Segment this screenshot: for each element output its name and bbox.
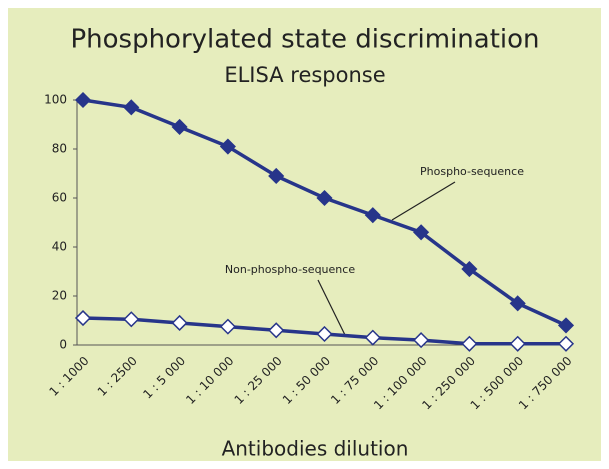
data-point bbox=[171, 314, 188, 332]
y-tick-label: 0 bbox=[59, 338, 67, 352]
y-tick-label: 20 bbox=[52, 289, 67, 303]
data-point bbox=[413, 224, 430, 241]
series-annotation: Phospho-sequence bbox=[420, 165, 524, 178]
chart-subtitle: ELISA response bbox=[224, 63, 385, 87]
data-point bbox=[219, 318, 236, 335]
data-point bbox=[557, 335, 575, 352]
data-point bbox=[461, 335, 478, 352]
data-point bbox=[364, 207, 381, 224]
data-point bbox=[364, 329, 381, 346]
y-tick-label: 100 bbox=[44, 93, 67, 107]
data-point bbox=[509, 295, 526, 312]
chart-background bbox=[8, 8, 601, 461]
data-point bbox=[316, 325, 333, 343]
data-point bbox=[123, 99, 140, 116]
y-tick-label: 60 bbox=[52, 191, 67, 205]
series-annotation: Non-phospho-sequence bbox=[225, 263, 355, 276]
data-point bbox=[509, 335, 526, 352]
data-point bbox=[219, 138, 236, 155]
leader-line bbox=[391, 181, 456, 221]
data-point bbox=[74, 91, 92, 109]
x-axis-label: Antibodies dilution bbox=[222, 437, 409, 461]
y-tick-label: 80 bbox=[52, 142, 67, 156]
data-point bbox=[557, 317, 575, 334]
data-point bbox=[268, 167, 285, 185]
data-point bbox=[74, 309, 92, 327]
y-tick-label: 40 bbox=[52, 240, 67, 254]
chart-title: Phosphorylated state discrimination bbox=[70, 25, 539, 55]
data-point bbox=[461, 260, 478, 278]
data-point bbox=[268, 322, 285, 339]
data-point bbox=[171, 118, 188, 136]
data-point bbox=[316, 189, 333, 207]
leader-line bbox=[317, 279, 346, 336]
data-point bbox=[413, 332, 430, 349]
data-point bbox=[123, 311, 140, 328]
